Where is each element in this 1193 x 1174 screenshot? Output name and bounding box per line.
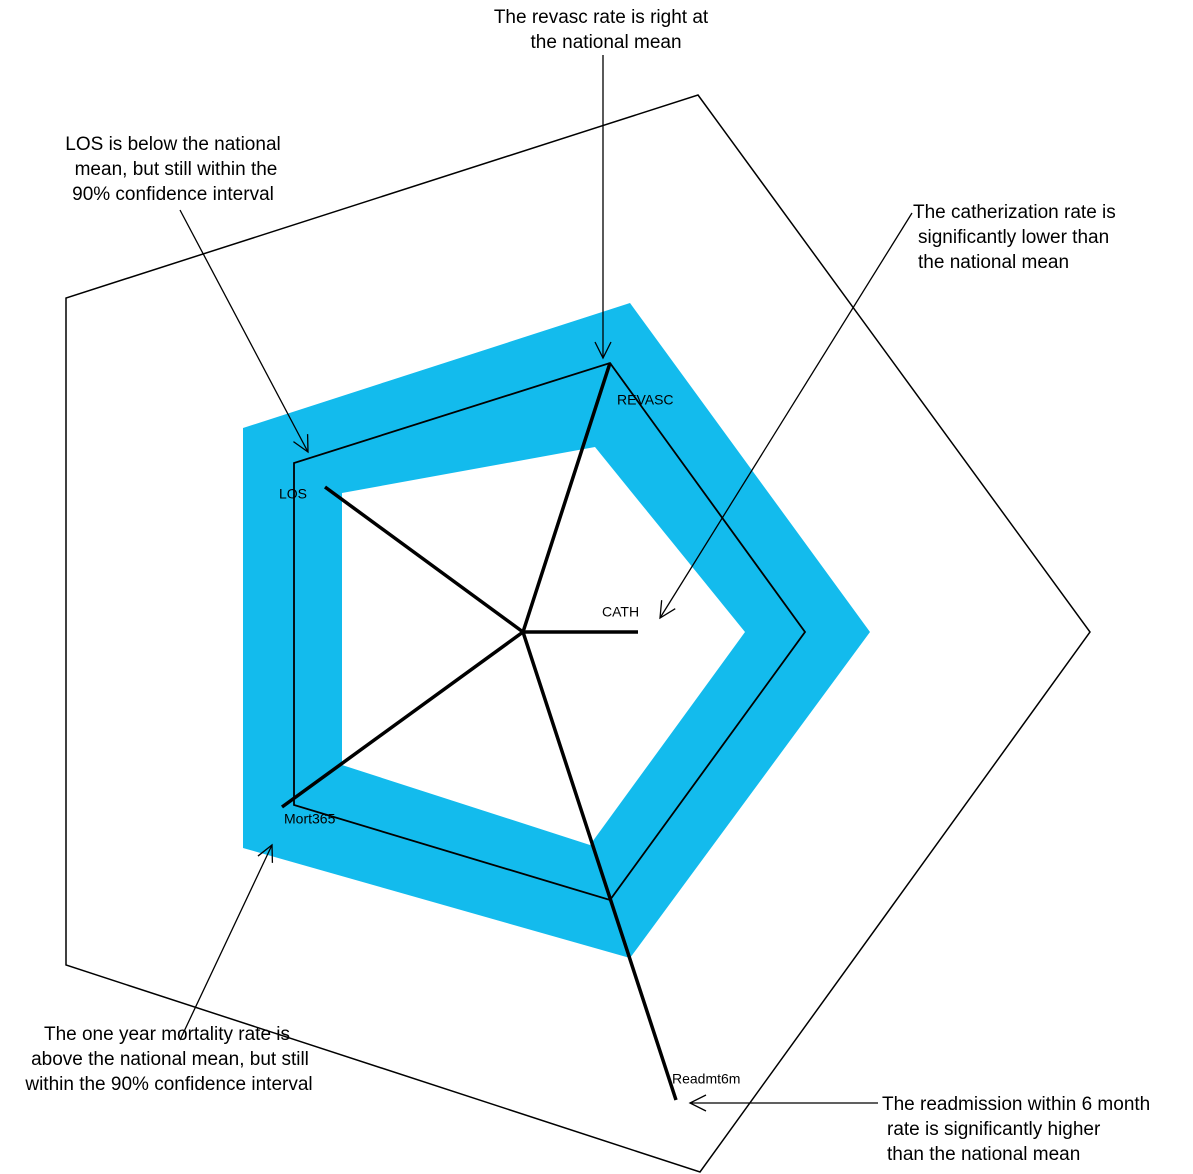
annotation-text: the national mean — [918, 252, 1069, 273]
annotation-text: LOS is below the national — [65, 134, 280, 155]
annotation-text: the national mean — [530, 32, 681, 53]
annotation-arrow — [179, 209, 309, 454]
annotation: The catherization rate is significantly … — [913, 202, 1116, 273]
spoke — [521, 362, 612, 633]
annotation-text: above the national mean, but still — [31, 1049, 309, 1070]
axis-label: LOS — [279, 486, 307, 502]
annotation-text: within the 90% confidence interval — [24, 1074, 312, 1095]
axis-label: Readmt6m — [672, 1071, 740, 1087]
annotation: The readmission within 6 month rate is s… — [882, 1094, 1150, 1165]
annotation-text: than the national mean — [887, 1144, 1080, 1165]
annotation-arrow — [179, 843, 274, 1041]
annotation-text: rate is significantly higher — [887, 1119, 1101, 1140]
annotation-text: The one year mortality rate is — [44, 1024, 290, 1045]
outer-boundary — [65, 94, 1091, 1173]
axis-label: CATH — [602, 604, 639, 620]
annotation: LOS is below the national mean, but stil… — [65, 134, 280, 205]
national-mean — [293, 361, 807, 902]
annotation-text: The readmission within 6 month — [882, 1094, 1150, 1115]
annotation: The one year mortality rate is above the… — [24, 1024, 312, 1095]
annotation-text: significantly lower than — [918, 227, 1109, 248]
axis-label: Mort365 — [284, 811, 336, 827]
spoke — [280, 630, 525, 809]
annotation-text: mean, but still within the — [75, 159, 278, 180]
axis-label: REVASC — [617, 392, 674, 408]
spoke — [323, 485, 525, 634]
spoke — [521, 631, 678, 1101]
annotation-text: 90% confidence interval — [72, 184, 274, 205]
annotation: The revasc rate is right at the national… — [494, 7, 709, 53]
confidence-band-inner — [342, 447, 745, 845]
annotation-text: The catherization rate is — [913, 202, 1116, 223]
annotation-arrow — [659, 212, 913, 620]
annotation-text: The revasc rate is right at — [494, 7, 709, 28]
spokes — [280, 362, 678, 1101]
